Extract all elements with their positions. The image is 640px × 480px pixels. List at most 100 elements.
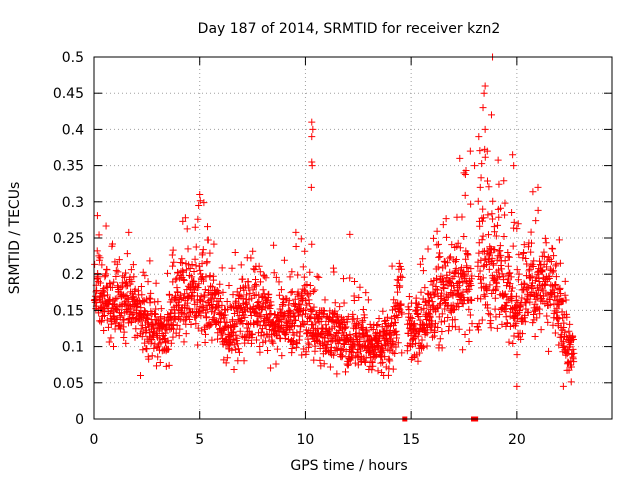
data-point	[244, 278, 252, 286]
data-point	[538, 267, 546, 275]
data-point	[435, 253, 443, 261]
data-point	[510, 162, 518, 170]
data-point	[418, 343, 426, 351]
data-point	[451, 323, 459, 331]
data-point	[199, 298, 207, 306]
data-point	[147, 289, 155, 297]
x-tick-label: 20	[508, 432, 526, 448]
data-point	[206, 249, 214, 257]
data-point	[146, 257, 154, 265]
data-point	[368, 366, 376, 374]
data-point	[241, 313, 249, 321]
data-point	[345, 360, 353, 368]
data-point	[475, 133, 483, 141]
data-point	[487, 111, 495, 119]
data-point	[444, 293, 452, 301]
data-point	[466, 311, 474, 319]
data-point	[98, 261, 106, 269]
data-point	[540, 252, 548, 260]
data-point	[552, 296, 560, 304]
data-point	[120, 328, 128, 336]
data-point	[113, 260, 121, 268]
data-point	[374, 321, 382, 329]
data-point	[302, 348, 310, 356]
data-point	[563, 313, 571, 321]
data-point	[452, 265, 460, 273]
data-point	[449, 292, 457, 300]
data-point	[355, 293, 363, 301]
data-point	[150, 344, 158, 352]
data-point	[219, 329, 227, 337]
data-point	[555, 236, 563, 244]
data-point	[379, 307, 387, 315]
data-point	[475, 320, 483, 328]
data-point	[314, 314, 322, 322]
data-point	[455, 303, 463, 311]
data-point	[441, 317, 449, 325]
data-point	[459, 346, 467, 354]
data-point	[285, 297, 293, 305]
data-point	[479, 104, 487, 112]
y-tick-label: 0.4	[62, 122, 84, 138]
data-point	[285, 301, 293, 309]
data-point	[226, 302, 234, 310]
data-point	[289, 337, 297, 345]
data-point	[195, 307, 203, 315]
data-point	[539, 266, 547, 274]
data-point	[512, 310, 520, 318]
data-point	[562, 296, 570, 304]
data-point	[567, 378, 575, 386]
data-point	[336, 303, 344, 311]
data-point	[310, 303, 318, 311]
data-point	[313, 329, 321, 337]
data-point	[133, 331, 141, 339]
data-point	[113, 294, 121, 302]
data-point	[292, 242, 300, 250]
data-point	[353, 320, 361, 328]
data-point	[398, 273, 406, 281]
data-point	[513, 225, 521, 233]
data-point	[561, 291, 569, 299]
data-point	[109, 240, 116, 248]
data-point	[379, 346, 387, 354]
data-point	[488, 210, 496, 218]
data-point	[388, 262, 396, 270]
x-tick-label: 5	[195, 432, 204, 448]
data-point	[243, 300, 251, 308]
data-point	[414, 303, 422, 311]
data-point	[311, 342, 319, 350]
data-point	[446, 268, 454, 276]
data-point	[313, 272, 321, 280]
data-point	[407, 314, 415, 322]
data-point	[474, 294, 482, 302]
data-point	[496, 242, 504, 250]
data-point	[464, 251, 472, 259]
data-point	[228, 264, 236, 272]
data-point	[256, 348, 264, 356]
data-point	[346, 274, 354, 282]
data-point	[560, 319, 568, 327]
data-point	[549, 245, 557, 253]
data-point	[420, 304, 428, 312]
data-point	[240, 286, 248, 294]
data-point	[549, 321, 557, 329]
data-point	[436, 335, 444, 343]
data-point	[247, 311, 255, 319]
data-point	[382, 317, 390, 325]
data-point	[114, 268, 122, 276]
data-point	[229, 291, 237, 299]
chart-title: Day 187 of 2014, SRMTID for receiver kzn…	[198, 21, 501, 37]
data-point	[433, 227, 441, 235]
data-point	[448, 322, 456, 330]
y-tick-label: 0.3	[62, 195, 84, 211]
data-point	[448, 241, 456, 249]
data-point	[507, 287, 515, 295]
y-tick-label: 0.15	[53, 303, 84, 319]
data-point	[349, 310, 357, 318]
data-point	[398, 349, 406, 357]
data-point	[280, 256, 288, 264]
data-point	[560, 342, 568, 350]
data-point	[128, 311, 136, 319]
data-point	[561, 277, 569, 285]
data-point	[569, 335, 577, 343]
